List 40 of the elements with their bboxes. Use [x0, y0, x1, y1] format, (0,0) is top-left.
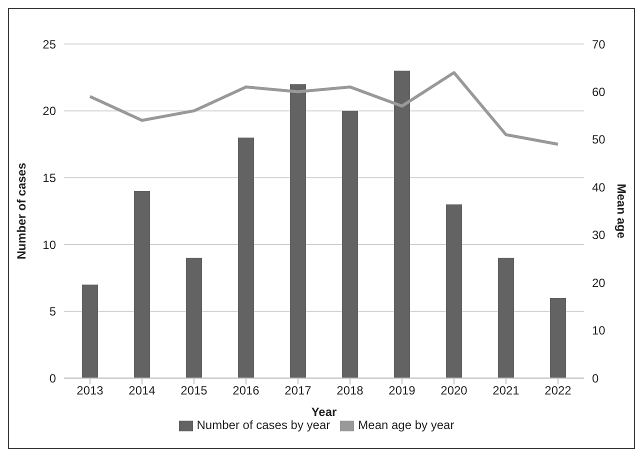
- legend-label: Mean age by year: [358, 418, 454, 432]
- x-tick-label: 2018: [336, 384, 364, 398]
- bar: [82, 284, 98, 378]
- y2-tick-label: 20: [592, 276, 606, 290]
- y-tick-label: 10: [42, 238, 56, 252]
- y2-tick-label: 0: [592, 371, 599, 386]
- x-tick-label: 2019: [388, 384, 416, 398]
- bar: [186, 258, 202, 378]
- y-axis-title: Number of cases: [14, 162, 28, 260]
- y-tick-label: 0: [49, 371, 56, 386]
- bar: [498, 258, 514, 378]
- x-tick-label: 2016: [232, 384, 260, 398]
- bar: [446, 204, 462, 378]
- bar: [238, 138, 254, 378]
- bar: [134, 191, 150, 378]
- bar: [342, 110, 358, 378]
- y2-tick-label: 30: [592, 228, 606, 242]
- bar: [550, 298, 566, 378]
- y2-tick-label: 70: [592, 37, 606, 52]
- line-series: [88, 71, 560, 146]
- y-tick-label: 20: [42, 104, 56, 118]
- x-tick-label: 2021: [492, 384, 520, 398]
- y-tick-label: 25: [42, 37, 56, 52]
- y2-tick-label: 50: [592, 132, 606, 147]
- bar: [290, 84, 306, 378]
- x-tick-label: 2013: [76, 384, 104, 398]
- y-tick-label: 15: [42, 170, 56, 185]
- y2-axis-title: Mean age: [614, 184, 629, 239]
- x-tick-label: 2017: [284, 384, 312, 398]
- x-tick-label: 2020: [440, 384, 468, 398]
- x-tick-label: 2022: [544, 384, 572, 398]
- x-tick-label: 2015: [180, 384, 208, 398]
- y-tick-label: 5: [49, 304, 56, 319]
- x-axis-title: Year: [311, 405, 338, 420]
- y2-tick-label: 60: [592, 85, 606, 99]
- bar: [394, 70, 410, 378]
- x-tick-label: 2014: [128, 384, 156, 398]
- legend-label: Number of cases by year: [196, 418, 330, 432]
- y2-tick-label: 40: [592, 180, 606, 194]
- y2-tick-label: 10: [592, 324, 606, 338]
